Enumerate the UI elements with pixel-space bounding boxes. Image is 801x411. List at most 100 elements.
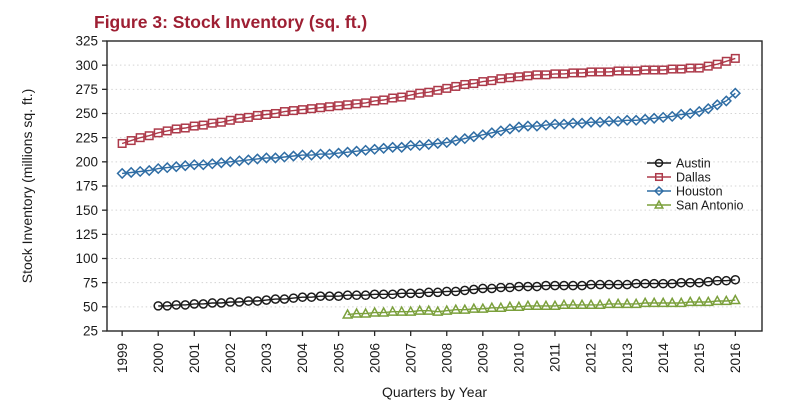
data-point-dallas (135, 133, 145, 143)
legend-label-austin: Austin (676, 156, 711, 170)
data-point-dallas (288, 106, 298, 116)
data-point-austin (640, 278, 650, 289)
data-point-dallas (433, 85, 443, 95)
data-point-san-antonio (423, 304, 435, 315)
data-point-austin (487, 283, 497, 294)
data-point-austin (432, 287, 443, 298)
data-point-austin (712, 275, 723, 286)
data-point-austin (541, 280, 551, 291)
data-point-austin (162, 301, 173, 311)
y-tick-label: 225 (75, 130, 98, 145)
data-point-dallas (451, 81, 461, 91)
data-point-dallas (424, 87, 434, 97)
data-point-austin (631, 278, 641, 289)
data-point-dallas (225, 115, 235, 125)
x-tick-label: 2005 (331, 343, 346, 373)
data-point-austin (604, 279, 614, 290)
data-point-austin (496, 282, 506, 293)
data-point-san-antonio (729, 293, 741, 305)
y-tick-label: 75 (83, 275, 98, 290)
x-tick-label: 2006 (367, 343, 382, 373)
data-point-houston (486, 127, 498, 139)
data-point-dallas (514, 72, 524, 82)
data-point-dallas (703, 61, 713, 71)
data-point-san-antonio (459, 303, 471, 314)
data-point-dallas (207, 118, 217, 128)
data-point-san-antonio (486, 301, 498, 312)
data-point-dallas (126, 136, 136, 146)
data-point-austin (279, 294, 290, 304)
data-point-dallas (261, 109, 271, 119)
y-tick-label: 25 (83, 324, 98, 339)
data-point-austin (324, 291, 335, 301)
data-point-dallas (577, 68, 587, 78)
data-point-san-antonio (396, 305, 408, 316)
data-point-dallas (568, 68, 578, 78)
data-point-dallas (586, 67, 596, 77)
y-tick-label: 300 (75, 58, 98, 73)
data-point-dallas (523, 71, 533, 81)
data-point-austin (721, 275, 732, 286)
data-point-san-antonio (414, 304, 426, 315)
data-point-austin (297, 292, 308, 302)
data-point-austin (153, 301, 164, 311)
y-tick-label: 175 (75, 179, 98, 194)
x-tick-label: 2004 (295, 343, 310, 374)
data-point-austin (469, 284, 479, 295)
data-point-san-antonio (594, 298, 606, 310)
data-point-austin (730, 274, 741, 285)
data-point-dallas (469, 79, 479, 89)
series-line-san-antonio (347, 299, 736, 316)
data-point-dallas (243, 112, 253, 122)
data-point-austin (459, 285, 470, 296)
data-point-san-antonio (666, 296, 678, 308)
data-point-austin (342, 290, 353, 301)
data-point-dallas (297, 105, 308, 115)
legend-label-houston: Houston (676, 184, 723, 198)
data-point-houston (504, 123, 516, 135)
data-point-austin (369, 289, 380, 300)
data-point-houston (693, 105, 705, 118)
data-point-austin (685, 277, 696, 288)
data-point-austin (378, 289, 389, 300)
data-point-austin (658, 278, 668, 289)
data-point-austin (333, 291, 344, 301)
data-point-houston (711, 99, 723, 111)
data-point-houston (729, 87, 741, 99)
legend-marker-dallas (654, 172, 664, 182)
data-point-san-antonio (450, 303, 462, 314)
data-point-dallas (658, 65, 668, 75)
data-point-san-antonio (576, 298, 588, 310)
data-point-san-antonio (387, 305, 399, 316)
y-tick-label: 200 (75, 155, 98, 170)
data-point-dallas (379, 95, 389, 105)
data-point-san-antonio (441, 304, 453, 315)
data-point-dallas (505, 73, 515, 83)
data-point-san-antonio (468, 302, 480, 313)
data-point-austin (423, 287, 434, 298)
data-point-dallas (595, 67, 605, 77)
data-point-san-antonio (693, 295, 705, 307)
data-point-houston (477, 129, 489, 141)
data-point-austin (306, 292, 317, 302)
data-point-dallas (604, 67, 614, 77)
data-point-dallas (153, 128, 163, 138)
data-point-dallas (622, 66, 632, 76)
y-tick-label: 325 (75, 34, 98, 49)
data-point-dallas (559, 69, 569, 79)
data-point-dallas (460, 79, 470, 90)
series-line-dallas (121, 57, 736, 145)
y-tick-label: 250 (75, 106, 98, 121)
data-point-austin (532, 281, 542, 292)
data-point-dallas (216, 117, 226, 127)
data-point-san-antonio (567, 298, 579, 310)
data-point-austin (216, 298, 227, 308)
data-point-dallas (496, 74, 506, 84)
data-point-austin (243, 296, 254, 306)
data-point-austin (315, 291, 326, 301)
data-point-san-antonio (540, 299, 552, 311)
data-point-austin (225, 297, 236, 307)
data-point-dallas (198, 120, 208, 130)
data-point-dallas (388, 93, 398, 103)
